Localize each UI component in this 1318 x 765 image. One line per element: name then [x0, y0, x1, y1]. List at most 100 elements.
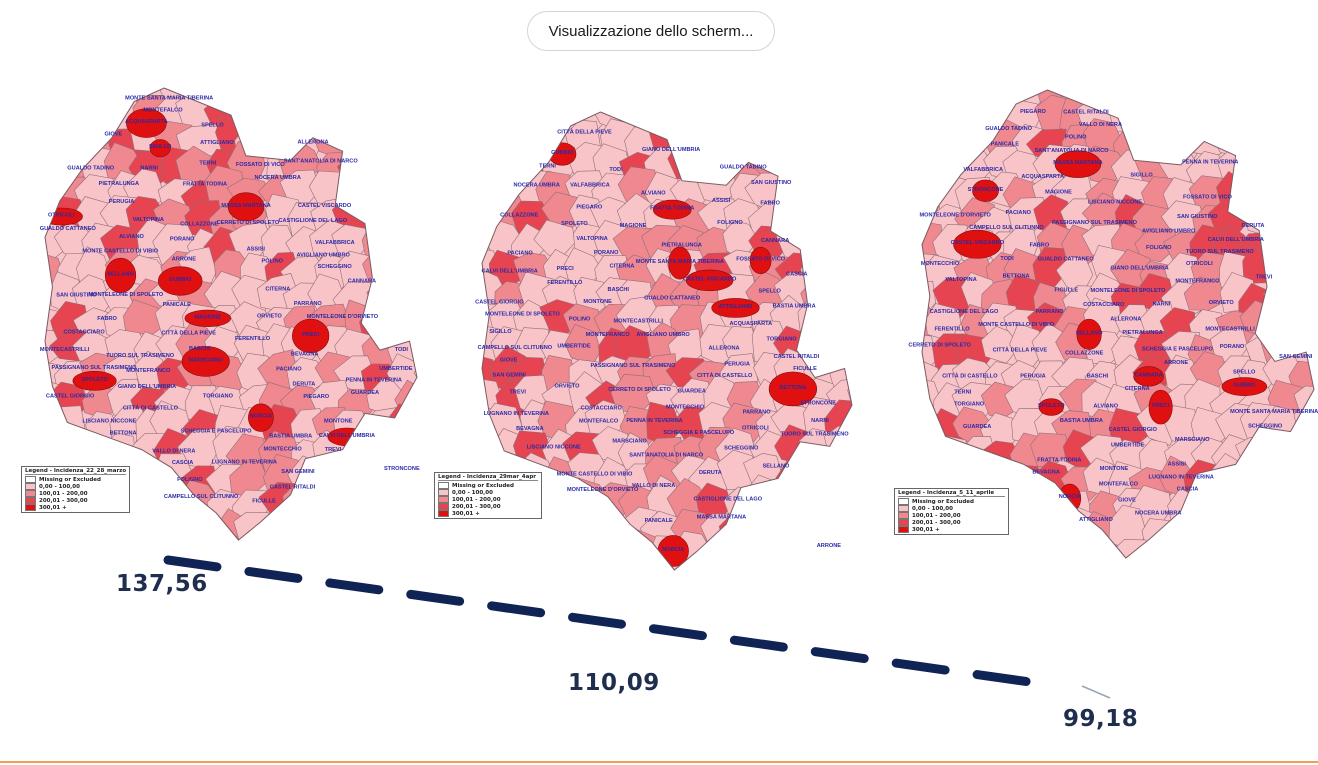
- municipality-label: CASTEL RITALDI: [270, 485, 316, 491]
- municipality-area: [177, 509, 219, 540]
- municipality-label: ALVIANO: [1093, 404, 1118, 410]
- trend-dash: [244, 566, 303, 583]
- municipality-label: BETTONA: [110, 431, 137, 437]
- municipality-area: [22, 541, 62, 577]
- municipality-label: GUBBIO: [551, 150, 574, 156]
- municipality-area: [542, 559, 580, 570]
- municipality-area: [332, 453, 379, 493]
- screen-share-indicator[interactable]: Visualizzazione dello scherm...: [527, 11, 775, 51]
- municipality-label: DERUTA: [292, 382, 315, 388]
- municipality-area: [264, 120, 302, 157]
- municipality-label: MONTE CASTELLO DI VIBIO: [557, 472, 633, 478]
- municipality-label: CASTIGLIONE DEL LAGO: [693, 496, 762, 502]
- municipality-label: COSTACCIARO: [581, 405, 623, 411]
- municipality-area: [392, 509, 417, 540]
- municipality-area: [928, 115, 971, 157]
- municipality-label: SCHEGGIA E PASCELUPO: [1142, 347, 1214, 353]
- municipality-label: BEVAGNA: [516, 426, 544, 432]
- municipality-area: [697, 112, 740, 128]
- municipality-area: [823, 225, 852, 267]
- municipality-area: [385, 100, 417, 136]
- municipality-area: [482, 114, 503, 153]
- municipality-area: [954, 532, 990, 558]
- municipality-label: SPELLO: [759, 289, 782, 295]
- municipality-label: ATTIGLIANO: [719, 304, 753, 310]
- municipality-area: [776, 481, 820, 523]
- municipality-label: PRECI: [302, 332, 320, 338]
- municipality-label: MARSCIANO: [612, 438, 647, 444]
- municipality-area: [1295, 176, 1314, 212]
- municipality-label: NOCERA UMBRA: [513, 183, 559, 189]
- municipality-label: GIOVE: [1118, 497, 1136, 503]
- municipality-label: MONTECCHIO: [666, 405, 705, 411]
- municipality-area: [335, 536, 377, 540]
- municipality-label: GUALDO CATTANEO: [644, 296, 701, 302]
- municipality-area: [831, 149, 852, 190]
- municipality-label: ACQUASPARTA: [729, 321, 772, 327]
- municipality-high-incidence: [292, 318, 330, 354]
- municipality-area: [828, 453, 852, 493]
- municipality-area: [1141, 518, 1183, 555]
- umbria-map-week-2: SAN GIUSTINO CITERNA CITTÀ DI CASTELLO MONT…: [475, 111, 853, 571]
- municipality-label: TODI: [609, 167, 623, 173]
- region-border: [481, 111, 853, 571]
- municipality-label: ARRONE: [817, 543, 842, 549]
- municipality-label: TORGIANO: [767, 336, 798, 342]
- legend-row: Missing or Excluded: [438, 482, 538, 489]
- municipality-area: [1291, 487, 1314, 528]
- municipality-label: CASCIA: [172, 460, 193, 466]
- municipality-area: [259, 93, 299, 134]
- municipality-area: [932, 90, 971, 108]
- municipality-area: [411, 199, 417, 241]
- municipality-area: [1027, 514, 1067, 551]
- municipality-area: [362, 484, 401, 520]
- legend-swatch: [438, 496, 449, 503]
- municipality-area: [1138, 538, 1177, 558]
- municipality-label: MASSA MARTANA: [1053, 160, 1102, 166]
- municipality-area: [559, 561, 597, 570]
- legend-label: 100,01 - 200,00: [912, 512, 961, 519]
- municipality-label: LISCIANO NICCONE: [1088, 199, 1142, 205]
- municipality-label: SAN GEMINI: [1279, 354, 1313, 360]
- municipality-label: CANNARA: [1134, 372, 1162, 378]
- municipality-label: GIANO DELL'UMBRIA: [1110, 266, 1168, 272]
- municipality-area: [153, 482, 192, 521]
- municipality-area: [257, 515, 296, 540]
- municipality-label: POLINO: [569, 316, 591, 322]
- municipality-label: PIEGARO: [576, 205, 602, 211]
- municipality-label: BETTONA: [779, 385, 806, 391]
- trend-dash: [648, 624, 707, 641]
- municipality-label: GUALDO CATTANEO: [1038, 256, 1095, 262]
- municipality-area: [411, 327, 417, 375]
- municipality-label: MONTONE: [583, 299, 612, 305]
- municipality-area: [793, 118, 841, 155]
- municipality-area: [538, 528, 573, 570]
- municipality-label: TODI: [395, 347, 409, 353]
- legend-row: 100,01 - 200,00: [438, 496, 538, 503]
- municipality-high-incidence: [126, 108, 167, 138]
- municipality-label: FABRO: [1030, 242, 1050, 248]
- municipality-label: PENNA IN TEVERINA: [1182, 159, 1238, 165]
- municipality-label: TREVI: [510, 390, 527, 396]
- municipality-label: NORCIA: [250, 414, 272, 420]
- municipality-high-incidence: [104, 257, 137, 293]
- legend-row: 0,00 - 100,00: [25, 483, 126, 490]
- municipality-area: [751, 122, 791, 159]
- municipality-area: [1288, 198, 1314, 243]
- municipality-label: SPOLETO: [1038, 403, 1065, 409]
- municipality-area: [418, 300, 457, 345]
- municipality-area: [392, 256, 417, 293]
- municipality-label: FOLIGNO: [177, 477, 203, 483]
- municipality-label: TERNI: [539, 164, 556, 170]
- municipality-area: [361, 536, 400, 540]
- municipality-label: BASCHI: [608, 287, 630, 293]
- municipality-area: [827, 244, 852, 283]
- municipality-area: [287, 96, 325, 139]
- municipality-area: [1246, 90, 1289, 105]
- legend-row: Missing or Excluded: [898, 498, 1005, 505]
- municipality-area: [342, 99, 381, 140]
- municipality-area: [415, 428, 417, 472]
- municipality-label: CITERNA: [265, 287, 290, 293]
- municipality-area: [1245, 120, 1285, 164]
- municipality-label: CASTEL VISCARDO: [298, 203, 352, 209]
